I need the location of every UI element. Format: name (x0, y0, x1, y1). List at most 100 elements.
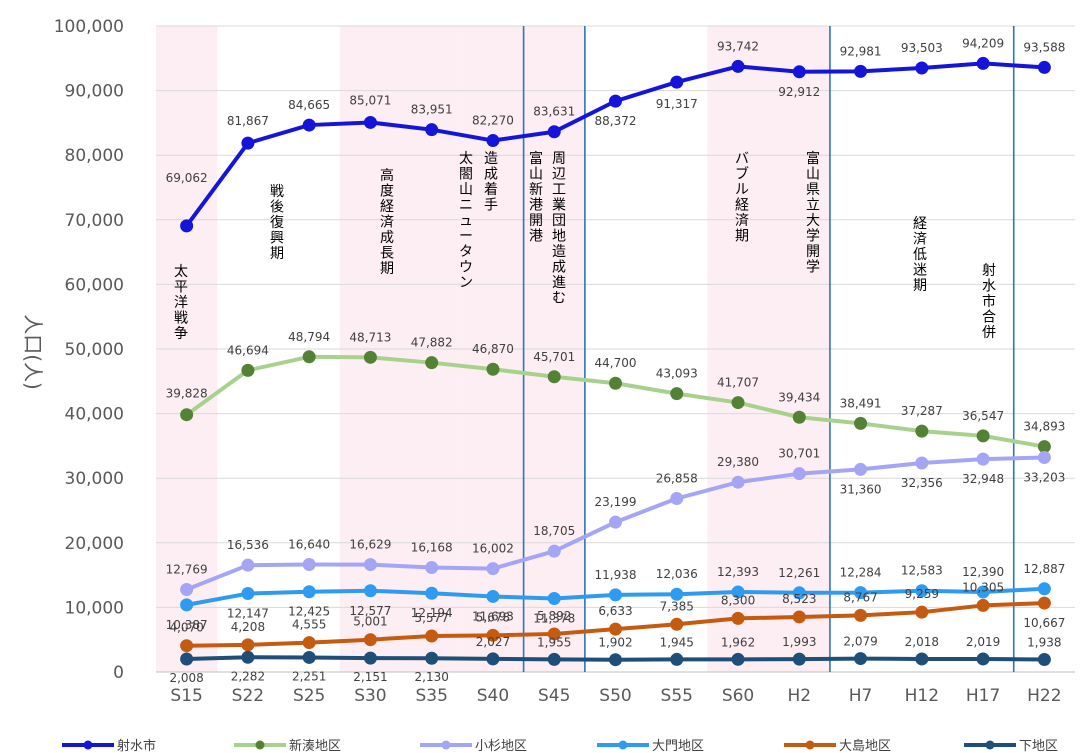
data-point (302, 558, 316, 572)
data-point (915, 61, 929, 75)
data-point (425, 586, 439, 600)
legend-item-3: 大門地区 (597, 739, 704, 753)
data-point (1037, 652, 1051, 666)
y-tick-label: 30,000 (65, 469, 124, 489)
annotation-2: 高度経済成長期 (380, 167, 394, 277)
data-label: 12,036 (656, 567, 698, 581)
data-point (915, 424, 929, 438)
legend-marker (255, 740, 265, 750)
data-label: 4,555 (292, 618, 326, 632)
data-label: 32,948 (962, 472, 1004, 486)
data-label: 39,828 (166, 387, 208, 401)
data-label: 83,951 (411, 103, 453, 117)
data-label: 12,577 (349, 604, 391, 618)
y-tick-label: 60,000 (65, 275, 124, 295)
data-label: 32,356 (901, 476, 943, 490)
data-label: 23,199 (595, 495, 637, 509)
legend-marker (618, 740, 628, 750)
x-tick-label: S55 (661, 686, 693, 706)
data-label: 43,093 (656, 367, 698, 381)
data-label: 82,270 (472, 114, 514, 128)
data-point (915, 605, 929, 619)
data-label: 12,194 (411, 606, 453, 620)
data-label: 12,583 (901, 564, 943, 578)
data-point (1037, 582, 1051, 596)
series-0 (180, 56, 1051, 233)
data-point (241, 650, 255, 664)
data-point (363, 350, 377, 364)
data-point (180, 598, 194, 612)
data-point (976, 452, 990, 466)
series-2 (180, 451, 1051, 597)
data-point (854, 586, 868, 600)
data-point (363, 115, 377, 129)
data-label: 11,938 (595, 568, 637, 582)
data-point (241, 587, 255, 601)
annotation-6: 周辺工業団地造成進む (552, 151, 566, 307)
data-point (792, 410, 806, 424)
data-label: 1,902 (598, 636, 632, 650)
data-label: 31,360 (840, 482, 882, 496)
data-point (792, 610, 806, 624)
y-tick-label: 10,000 (65, 598, 124, 618)
data-label: 46,694 (227, 343, 269, 357)
series-5 (180, 650, 1051, 667)
legend-marker (985, 740, 995, 750)
data-point (547, 125, 561, 139)
data-point (854, 64, 868, 78)
data-point (547, 591, 561, 605)
x-tick-label: H7 (849, 686, 873, 706)
data-point (731, 611, 745, 625)
data-label: 84,665 (288, 98, 330, 112)
data-label: 5,892 (537, 609, 571, 623)
data-point (731, 585, 745, 599)
data-label: 91,317 (656, 97, 698, 111)
annotation-10: 射水市合併 (982, 263, 996, 341)
annotation-0: 太平洋戦争 (174, 264, 188, 342)
data-point (363, 651, 377, 665)
data-label: 8,767 (843, 590, 877, 604)
data-point (915, 456, 929, 470)
data-label: 44,700 (595, 356, 637, 370)
data-point (486, 134, 500, 148)
data-point (792, 586, 806, 600)
x-tick-label: S22 (232, 686, 264, 706)
x-tick-label: S50 (599, 686, 631, 706)
data-point (976, 598, 990, 612)
data-point (731, 59, 745, 73)
data-point (486, 628, 500, 642)
data-point (180, 652, 194, 666)
data-point (670, 491, 684, 505)
data-label: 2,027 (476, 635, 510, 649)
data-label: 88,372 (595, 114, 637, 128)
data-label: 11,693 (472, 609, 514, 623)
data-label: 7,385 (660, 599, 694, 613)
data-label: 5,001 (353, 615, 387, 629)
data-point (547, 544, 561, 558)
data-point (425, 123, 439, 137)
y-axis: 0 10,000 20,000 30,000 40,000 50,000 60,000 70,… (54, 17, 124, 683)
data-point (241, 363, 255, 377)
data-label: 2,008 (169, 671, 203, 685)
data-label: 2,018 (905, 635, 939, 649)
data-point (180, 583, 194, 597)
data-label: 12,284 (840, 566, 882, 580)
data-point (609, 588, 622, 602)
data-label: 12,769 (166, 563, 208, 577)
data-point (854, 608, 868, 622)
data-point (609, 622, 622, 636)
data-label: 93,588 (1023, 40, 1065, 54)
data-label: 26,858 (656, 471, 698, 485)
x-tick-label: S45 (538, 686, 570, 706)
data-label: 1,938 (1027, 635, 1061, 649)
legend-item-4: 大島地区 (784, 739, 891, 753)
x-tick-label: S40 (477, 686, 509, 706)
y-tick-label: 80,000 (65, 146, 124, 166)
data-label: 93,742 (717, 39, 759, 53)
data-point (425, 651, 439, 665)
data-point (792, 65, 806, 79)
data-label: 2,130 (415, 670, 449, 684)
data-point (854, 652, 868, 666)
data-label: 92,912 (778, 85, 820, 99)
x-tick-label: H17 (966, 686, 1000, 706)
